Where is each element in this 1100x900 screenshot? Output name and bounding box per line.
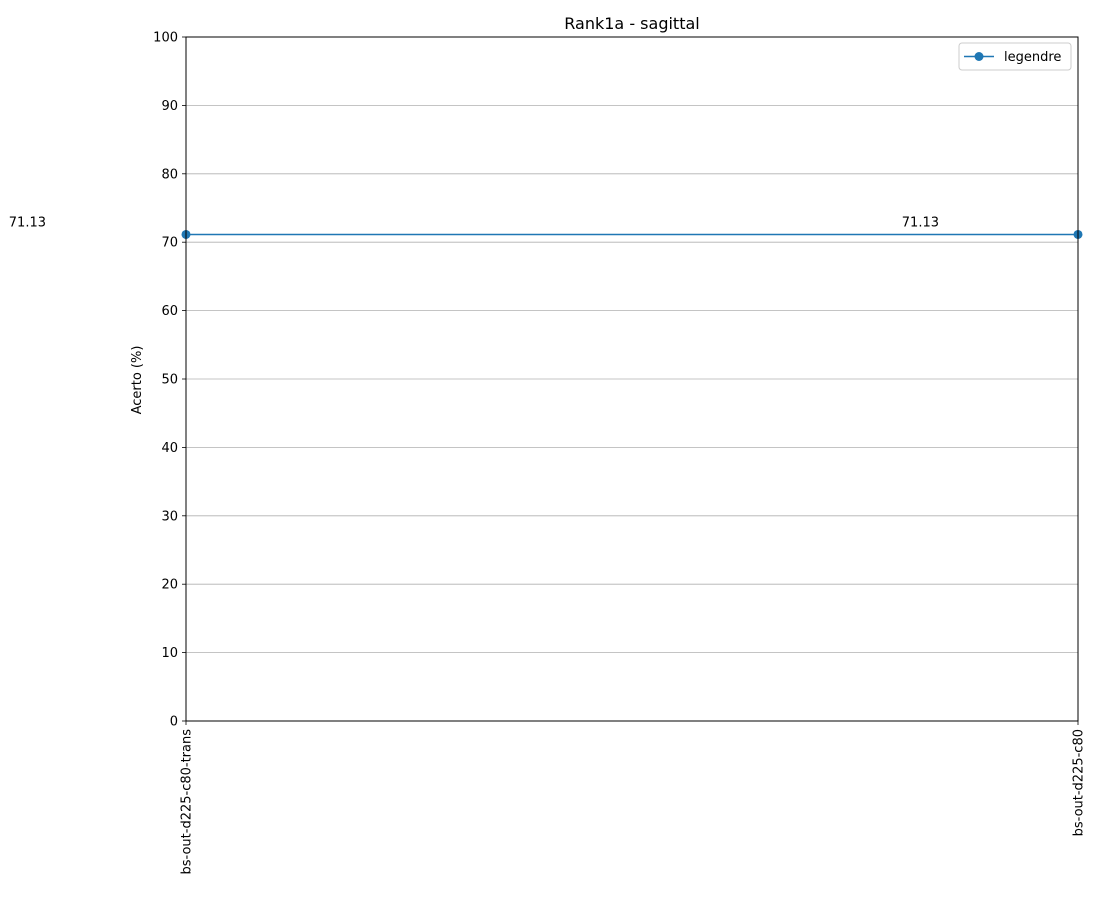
legend: legendre — [958, 42, 1072, 71]
y-axis-label: Acerto (%) — [130, 346, 145, 415]
y-tick-label-20: 20 — [161, 578, 178, 593]
y-tick-label-60: 60 — [161, 304, 178, 319]
y-tick-label-80: 80 — [161, 167, 178, 182]
y-tick-label-10: 10 — [161, 646, 178, 661]
y-tick-label-90: 90 — [161, 99, 178, 114]
series-layer — [181, 229, 1083, 239]
labels: 0 10 20 30 40 50 60 70 80 90 100 bs-out-d225-c80-tr… — [9, 31, 1087, 875]
grid-lines — [186, 105, 1078, 653]
plot-frame — [185, 36, 1079, 722]
data-label-0: 71.13 — [9, 215, 46, 230]
y-tick-label-100: 100 — [153, 31, 178, 46]
x-tick-label-0: bs-out-d225-c80-trans — [180, 729, 195, 875]
legend-box — [958, 42, 1072, 71]
y-tick-label-70: 70 — [161, 236, 178, 251]
x-tick-label-1: bs-out-d225-c80 — [1072, 729, 1087, 836]
data-label-1: 71.13 — [902, 215, 939, 230]
y-tick-label-40: 40 — [161, 441, 178, 456]
legend-marker-swatch — [974, 52, 984, 61]
legend-label: legendre — [1004, 50, 1061, 65]
y-tick-label-30: 30 — [161, 509, 178, 524]
axes — [182, 36, 1079, 725]
y-tick-label-50: 50 — [161, 373, 178, 388]
y-tick-label-0: 0 — [170, 715, 178, 730]
chart-title: Rank1a - sagittal — [564, 14, 699, 33]
